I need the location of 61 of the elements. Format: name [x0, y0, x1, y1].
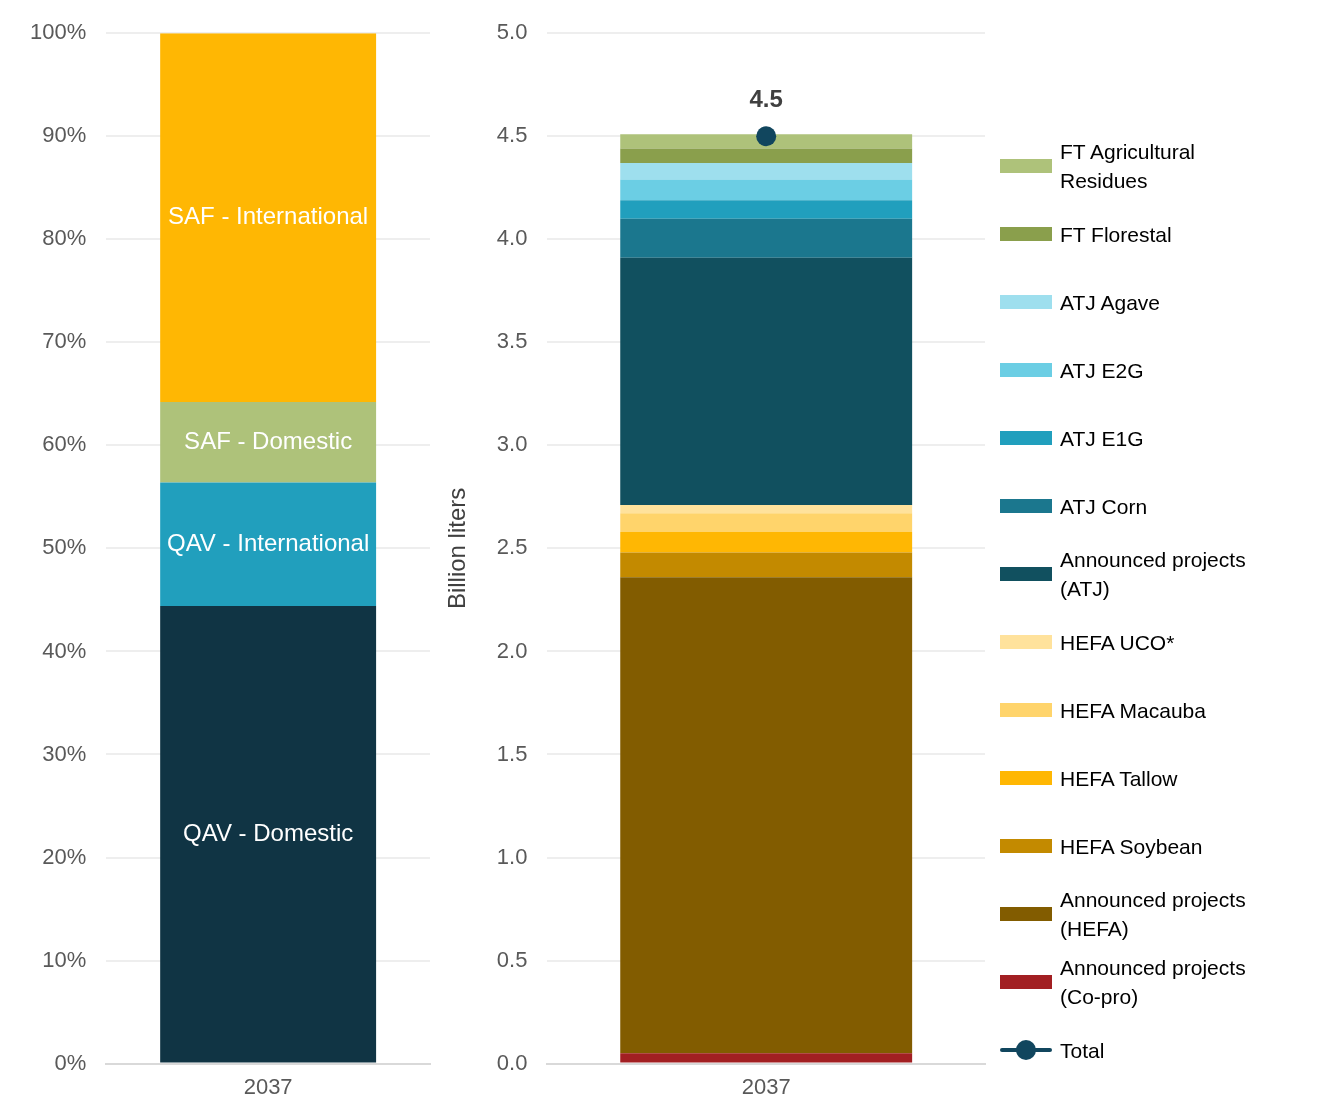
legend-label: Announced projects (Co-pro) [1060, 955, 1247, 1010]
bar [620, 531, 913, 553]
y-tick-label: 1.5 [496, 740, 528, 766]
bar [620, 200, 913, 219]
y-tick-label: 10% [42, 946, 87, 972]
y-tick-label: 50% [42, 534, 87, 560]
bar [620, 513, 913, 532]
bar [620, 505, 913, 514]
y-axis-title: Billion liters [443, 487, 471, 610]
data-label: 4.5 [749, 84, 783, 112]
y-tick-label: 0% [54, 1049, 87, 1075]
bar [620, 552, 913, 578]
bar [620, 179, 913, 201]
y-tick-label: 1.0 [496, 843, 528, 869]
legend-label: HEFA UCO* [1060, 629, 1176, 656]
y-tick-label: 40% [42, 637, 87, 663]
bar [620, 134, 913, 149]
x-tick-label: 2037 [243, 1073, 293, 1099]
y-tick-label: 4.0 [496, 225, 528, 251]
legend-label: ATJ E2G [1060, 357, 1145, 384]
y-tick-label: 4.5 [496, 122, 528, 148]
y-tick-label: 2.5 [496, 534, 528, 560]
legend-label: HEFA Macauba [1060, 697, 1207, 724]
bar [620, 148, 913, 164]
series-label: SAF - International [168, 202, 369, 230]
series-label: QAV - Domestic [183, 818, 354, 846]
series-label: SAF - Domestic [184, 426, 353, 454]
y-tick-label: 5.0 [496, 19, 528, 45]
legend-label: ATJ Agave [1060, 289, 1161, 316]
legend-label: ATJ Corn [1060, 493, 1149, 520]
legend-label: FT Florestal [1060, 221, 1173, 248]
bar [620, 577, 913, 1054]
legend-label: HEFA Soybean [1060, 833, 1204, 860]
legend-label: HEFA Tallow [1060, 765, 1179, 792]
bar [160, 33, 377, 403]
x-tick-label: 2037 [741, 1073, 791, 1099]
y-tick-label: 0.0 [496, 1049, 528, 1075]
bar [620, 163, 913, 180]
y-tick-label: 3.0 [496, 431, 528, 457]
y-tick-label: 30% [42, 740, 87, 766]
bar [160, 482, 377, 607]
y-tick-label: 80% [42, 225, 87, 251]
y-tick-label: 20% [42, 843, 87, 869]
y-tick-label: 2.0 [496, 637, 528, 663]
series-label: QAV - International [166, 528, 370, 556]
y-tick-label: 70% [42, 328, 87, 354]
legend-label: Announced projects (ATJ) [1060, 547, 1247, 602]
legend-label: Announced projects (HEFA) [1060, 887, 1247, 942]
y-tick-label: 0.5 [496, 946, 528, 972]
legend-label: FT Agricultural Residues [1060, 139, 1196, 194]
legend-label: ATJ E1G [1060, 425, 1145, 452]
bar [620, 218, 913, 258]
y-tick-label: 3.5 [496, 328, 528, 354]
y-tick-label: 60% [42, 431, 87, 457]
y-tick-label: 100% [29, 19, 87, 45]
bar [620, 257, 913, 506]
y-tick-label: 90% [42, 122, 87, 148]
bar [620, 1053, 913, 1063]
bar [160, 402, 377, 483]
bar [160, 606, 377, 1063]
legend-label: Total [1060, 1037, 1106, 1064]
